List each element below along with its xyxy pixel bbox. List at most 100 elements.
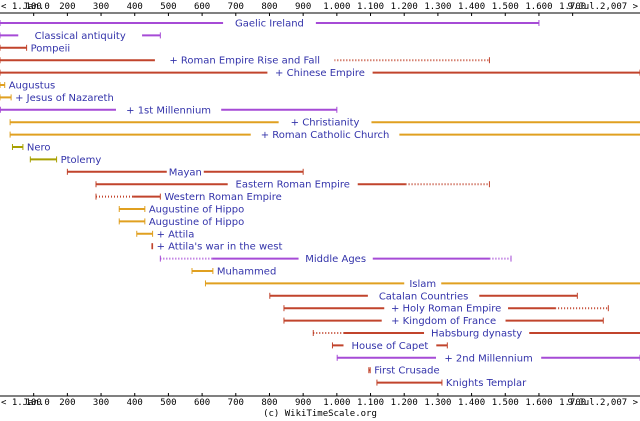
axis-start-label: < 1.Jan.0	[1, 398, 50, 408]
axis-tick-label: 500	[160, 398, 176, 408]
axis-tick-label: 500	[160, 2, 176, 12]
label-backdrop	[250, 128, 400, 141]
timeline-entry: + Attila	[136, 229, 194, 240]
credit-text: (c) WikiTimeScale.org	[263, 409, 377, 419]
axis-tick-label: 1.000	[323, 2, 350, 12]
axis-tick-label: 700	[228, 2, 244, 12]
bar-label: Mayan	[169, 167, 202, 178]
axis-tick-label: 200	[59, 398, 75, 408]
axis-tick-label: 400	[127, 398, 143, 408]
bar-label: Augustine of Hippo	[149, 217, 244, 228]
axis-tick-label: 800	[261, 2, 277, 12]
timeline-bars: Gaelic Ireland Classical antiquityPompeii…	[0, 17, 640, 389]
timeline-entry: + Jesus of Nazareth	[0, 93, 114, 104]
timeline-entry: Nero	[11, 143, 51, 154]
timeline-entry: + 2nd Millennium	[336, 351, 640, 364]
axis-tick-label: 1.600	[525, 2, 552, 12]
timeline-entry: Pompeii	[0, 43, 70, 54]
axis-tick-label: 700	[228, 398, 244, 408]
label-backdrop	[343, 339, 437, 352]
bar-label: First Crusade	[374, 366, 440, 377]
bar-label: + Chinese Empire	[275, 68, 365, 79]
bar-label: Augustine of Hippo	[149, 205, 244, 216]
axis-tick-label: 100	[26, 2, 42, 12]
timeline-entry: Catalan Countries	[269, 289, 578, 302]
timeline-entry: Ptolemy	[29, 155, 102, 166]
axis-tick-label: 1.600	[525, 398, 552, 408]
timeline-entry: + Roman Catholic Church	[9, 128, 640, 141]
axis-tick-label: 1.500	[492, 2, 519, 12]
axis-tick-label: 1.300	[424, 398, 451, 408]
label-backdrop	[404, 277, 442, 290]
top-axis: < 1.Jan.0 9.Jul.2,007 > 100 200 300 400 500 600…	[0, 2, 640, 16]
timeline-entry: Gaelic Ireland	[0, 17, 540, 30]
bar-label: Catalan Countries	[379, 291, 469, 302]
axis-tick-label: 1.400	[458, 398, 485, 408]
bar-label: + 2nd Millennium	[444, 353, 532, 364]
timeline-entry: Mayan	[66, 165, 304, 178]
timeline-entry: Classical antiquity	[0, 29, 161, 42]
timeline-entry: + Christianity	[9, 116, 640, 129]
label-backdrop	[223, 17, 316, 29]
label-backdrop	[227, 178, 358, 191]
axis-tick-label: 600	[194, 398, 210, 408]
label-backdrop	[298, 252, 373, 265]
bar-label: Eastern Roman Empire	[236, 180, 350, 191]
bar-label: + Attila's war in the west	[157, 242, 283, 253]
bar-label: + 1st Millennium	[126, 105, 211, 116]
axis-tick-label: 1.700	[559, 398, 586, 408]
axis-end-label: 9.Jul.2,007 >	[568, 2, 639, 12]
timeline-entry: Middle Ages	[159, 252, 512, 265]
axis-tick-label: 1.200	[391, 2, 418, 12]
label-backdrop	[278, 116, 372, 129]
bar-label: + Roman Catholic Church	[261, 130, 390, 141]
timeline-entry: Islam	[204, 277, 640, 290]
bottom-axis: < 1.Jan.0 9.Jul.2,007 > 100 200 300 400 500 600…	[0, 393, 640, 408]
axis-tick-label: 1.700	[559, 2, 586, 12]
axis-tick-label: 100	[26, 398, 42, 408]
timeline-entry: Augustus	[0, 81, 55, 92]
timeline-entry: + Kingdom of France	[283, 314, 604, 327]
bar-label: House of Capet	[351, 341, 428, 352]
axis-tick-label: 1.100	[357, 398, 384, 408]
timeline-entry: Knights Templar	[376, 378, 527, 389]
timeline-entry: Augustine of Hippo	[118, 205, 244, 216]
label-backdrop	[367, 289, 480, 302]
bar-label: Ptolemy	[61, 155, 102, 166]
timeline-entry: + Chinese Empire	[0, 66, 640, 79]
timeline-entry: + Attila's war in the west	[151, 242, 283, 253]
bar-label: Knights Templar	[446, 378, 527, 389]
timeline-entry: Augustine of Hippo	[118, 217, 244, 228]
axis-tick-label: 1.500	[492, 398, 519, 408]
bar-label: Western Roman Empire	[164, 192, 281, 203]
axis-tick-label: 900	[295, 2, 311, 12]
label-backdrop	[424, 327, 530, 339]
label-backdrop	[115, 103, 222, 116]
axis-tick-label: 1.400	[458, 2, 485, 12]
bar-label: Middle Ages	[305, 254, 366, 265]
bar-label: Islam	[409, 279, 436, 290]
axis-tick-label: 300	[93, 398, 109, 408]
label-backdrop	[166, 165, 204, 178]
axis-tick-label: 900	[295, 398, 311, 408]
label-backdrop	[18, 29, 143, 42]
bar-label: + Roman Empire Rise and Fall	[169, 56, 320, 67]
axis-tick-label: 1.100	[357, 2, 384, 12]
label-backdrop	[435, 351, 542, 364]
bar-label: + Holy Roman Empire	[391, 304, 501, 315]
timeline-entry: Eastern Roman Empire	[95, 178, 490, 191]
timeline-entry: Habsburg dynasty	[312, 327, 640, 340]
timeline-entry: Western Roman Empire	[95, 192, 282, 203]
axis-tick-label: 800	[261, 398, 277, 408]
bar-label: + Christianity	[291, 118, 360, 129]
axis-tick-label: 200	[59, 2, 75, 12]
axis-tick-label: 1.300	[424, 2, 451, 12]
label-backdrop	[384, 302, 509, 315]
bar-label: + Kingdom of France	[391, 316, 496, 327]
bar-label: Gaelic Ireland	[235, 19, 304, 30]
bar-label: Classical antiquity	[35, 31, 126, 42]
timeline-entry: First Crusade	[368, 366, 440, 377]
bar-label: Nero	[27, 143, 51, 154]
axis-tick-label: 600	[194, 2, 210, 12]
